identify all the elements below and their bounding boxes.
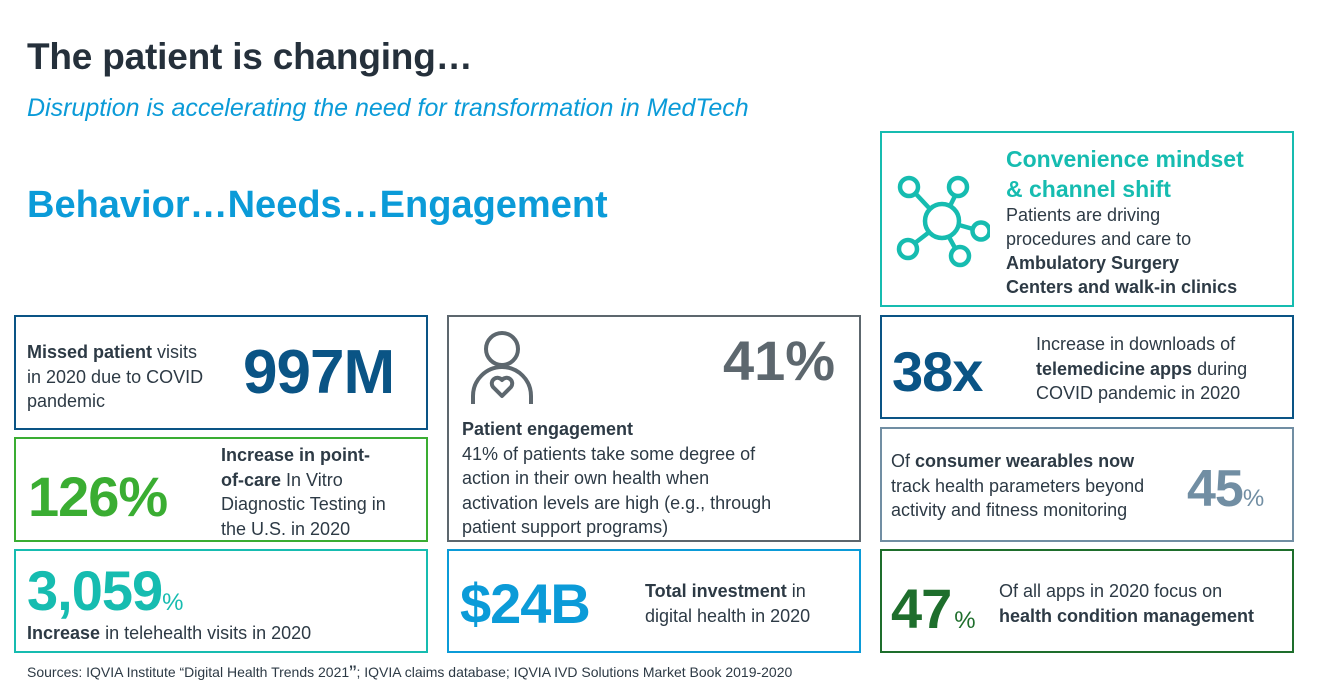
- poc-ivd-text-line4: the U.S. in 2020: [221, 518, 351, 539]
- convenience-bold-line1: Ambulatory Surgery: [1006, 253, 1180, 273]
- poc-ivd-text-line3: Diagnostic Testing in: [221, 494, 386, 514]
- telemedicine-apps-text-line1: Increase in downloads of: [1036, 334, 1236, 354]
- apps-focus-stat: 47: [891, 577, 952, 640]
- investment-stat: $24B: [460, 572, 591, 635]
- apps-focus-card: 47% Of all apps in 2020 focus on health …: [880, 549, 1294, 653]
- patient-engagement-heading: Patient engagement: [462, 419, 634, 439]
- wearables-stat: 45: [1187, 460, 1244, 518]
- telemedicine-apps-text-line3: COVID pandemic in 2020: [1036, 383, 1241, 403]
- telehealth-text: in telehealth visits in 2020: [100, 623, 312, 643]
- missed-visits-text-line3: pandemic: [27, 391, 106, 411]
- page-title: The patient is changing…: [27, 36, 473, 77]
- wearables-text-pre: Of: [891, 451, 916, 471]
- telemedicine-apps-card: 38x Increase in downloads of telemedicin…: [880, 315, 1294, 419]
- patient-engagement-text-line3: activation levels are high (e.g., throug…: [462, 492, 772, 513]
- poc-ivd-text-line2: In Vitro: [281, 469, 343, 490]
- page-subtitle: Disruption is accelerating the need for …: [27, 94, 749, 122]
- sources-footnote: Sources: IQVIA Institute “Digital Health…: [27, 663, 793, 685]
- telehealth-unit: %: [162, 589, 184, 616]
- apps-focus-text-line1: Of all apps in 2020 focus on: [999, 581, 1223, 601]
- sources-close-quote: ”: [349, 661, 357, 685]
- convenience-heading-line2: & channel shift: [1006, 176, 1171, 202]
- wearables-card: Of consumer wearables now track health p…: [880, 427, 1294, 542]
- section-heading: Behavior…Needs…Engagement: [27, 184, 608, 226]
- patient-engagement-card: 41% Patient engagement 41% of patients t…: [447, 315, 861, 542]
- investment-bold: Total investment: [645, 581, 787, 601]
- apps-focus-unit: %: [954, 607, 976, 634]
- missed-visits-text-line1: visits: [152, 342, 198, 362]
- poc-ivd-card: 126% Increase in point- of-care In Vitro…: [14, 437, 428, 542]
- missed-visits-stat: 997M: [243, 338, 395, 407]
- patient-heart-icon: [471, 331, 533, 404]
- wearables-unit: %: [1242, 485, 1265, 512]
- poc-ivd-bold-line1: Increase in point-: [221, 445, 371, 465]
- poc-ivd-stat: 126%: [28, 465, 168, 528]
- investment-card: $24B Total investment in digital health …: [447, 549, 861, 653]
- telehealth-bold: Increase: [27, 623, 101, 643]
- telehealth-card: 3,059% Increase in telehealth visits in …: [14, 549, 428, 653]
- patient-engagement-stat: 41%: [723, 329, 836, 392]
- telehealth-stat: 3,059: [27, 559, 163, 622]
- telemedicine-apps-text-line2: during: [1192, 358, 1248, 379]
- convenience-text-line1: Patients are driving: [1006, 205, 1161, 225]
- sources-text-pre: Sources: IQVIA Institute “Digital Health…: [27, 664, 350, 680]
- wearables-bold: consumer wearables now: [915, 451, 1135, 471]
- telemedicine-apps-stat: 38x: [892, 340, 983, 403]
- convenience-text-line2: procedures and care to: [1006, 229, 1192, 249]
- missed-visits-text-line2: in 2020 due to COVID: [27, 366, 204, 387]
- wearables-text-line3: activity and fitness monitoring: [891, 500, 1128, 520]
- telemedicine-apps-bold: telemedicine apps: [1036, 358, 1193, 379]
- poc-ivd-bold-line2: of-care: [221, 469, 282, 490]
- convenience-heading-line1: Convenience mindset: [1006, 146, 1244, 172]
- patient-engagement-text-line1: 41% of patients take some degree of: [462, 443, 756, 464]
- wearables-text-line2: track health parameters beyond: [891, 475, 1145, 496]
- patient-engagement-text-line2: action in their own health when: [462, 468, 710, 488]
- convenience-bold-line2: Centers and walk-in clinics: [1006, 277, 1238, 297]
- missed-visits-bold: Missed patient: [27, 342, 153, 362]
- patient-engagement-text-line4: patient support programs): [462, 517, 669, 537]
- investment-text-line2: digital health in 2020: [645, 605, 811, 626]
- network-nodes-icon: [896, 175, 990, 268]
- sources-text-post: ; IQVIA claims database; IQVIA IVD Solut…: [356, 664, 793, 680]
- apps-focus-bold: health condition management: [999, 605, 1255, 626]
- missed-visits-card: Missed patient visits in 2020 due to COV…: [14, 315, 428, 430]
- convenience-card: Convenience mindset & channel shift Pati…: [880, 131, 1294, 307]
- investment-text-line1: in: [786, 581, 806, 601]
